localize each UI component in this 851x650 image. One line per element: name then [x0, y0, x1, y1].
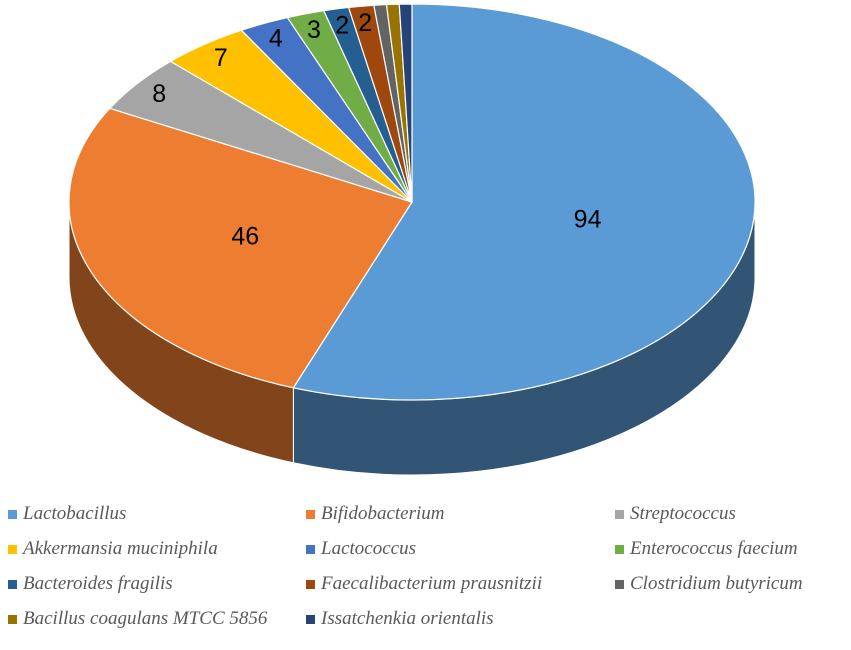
- legend-label: Bacillus coagulans MTCC 5856: [23, 608, 268, 629]
- legend-item-faecalibacterium-prausnitzii: Faecalibacterium prausnitzii: [306, 573, 542, 595]
- legend-item-bacillus-coagulans-mtcc-5856: Bacillus coagulans MTCC 5856: [8, 608, 267, 630]
- data-label-lactococcus: 4: [269, 25, 283, 53]
- legend-swatch: [8, 544, 17, 554]
- legend-label: Enterococcus faecium: [630, 538, 798, 559]
- legend-item-bifidobacterium: Bifidobacterium: [306, 503, 444, 525]
- slice-bifidobacterium: [68, 107, 413, 389]
- legend-item-lactococcus: Lactococcus: [306, 538, 416, 560]
- legend-swatch: [615, 579, 624, 589]
- slice-lactobacillus: [292, 3, 756, 401]
- legend-item-akkermansia-muciniphila: Akkermansia muciniphila: [8, 538, 218, 560]
- data-label-bacteroides-fragilis: 2: [335, 11, 349, 39]
- legend-label: Clostridium butyricum: [630, 573, 803, 594]
- legend-item-enterococcus-faecium: Enterococcus faecium: [615, 538, 798, 560]
- data-label-akkermansia-muciniphila: 7: [214, 44, 228, 72]
- legend-item-streptococcus: Streptococcus: [615, 503, 736, 525]
- legend-swatch: [615, 544, 624, 554]
- legend-swatch: [306, 579, 315, 589]
- data-label-lactobacillus: 94: [574, 206, 602, 234]
- data-label-faecalibacterium-prausnitzii: 2: [358, 9, 372, 37]
- data-label-bifidobacterium: 46: [231, 223, 259, 251]
- legend-swatch: [306, 509, 315, 519]
- legend-swatch: [615, 509, 624, 519]
- legend-label: Lactobacillus: [23, 503, 127, 524]
- data-label-enterococcus-faecium: 3: [307, 16, 321, 44]
- data-label-streptococcus: 8: [152, 80, 166, 108]
- legend-item-bacteroides-fragilis: Bacteroides fragilis: [8, 573, 173, 595]
- legend-label: Akkermansia muciniphila: [23, 538, 218, 559]
- legend: Lactobacillus Bifidobacterium Streptococcu…: [0, 503, 851, 650]
- legend-label: Lactococcus: [321, 538, 416, 559]
- legend-swatch: [8, 614, 17, 624]
- legend-swatch: [306, 544, 315, 554]
- legend-item-issatchenkia-orientalis: Issatchenkia orientalis: [306, 608, 494, 630]
- legend-item-clostridium-butyricum: Clostridium butyricum: [615, 573, 803, 595]
- legend-swatch: [8, 579, 17, 589]
- legend-swatch: [8, 509, 17, 519]
- legend-item-lactobacillus: Lactobacillus: [8, 503, 126, 525]
- slice-issatchenkia-orientalis: [398, 3, 413, 203]
- legend-label: Streptococcus: [630, 503, 736, 524]
- legend-swatch: [306, 614, 315, 624]
- legend-label: Faecalibacterium prausnitzii: [321, 573, 543, 594]
- legend-label: Issatchenkia orientalis: [321, 608, 494, 629]
- legend-label: Bifidobacterium: [321, 503, 445, 524]
- legend-label: Bacteroides fragilis: [23, 573, 173, 594]
